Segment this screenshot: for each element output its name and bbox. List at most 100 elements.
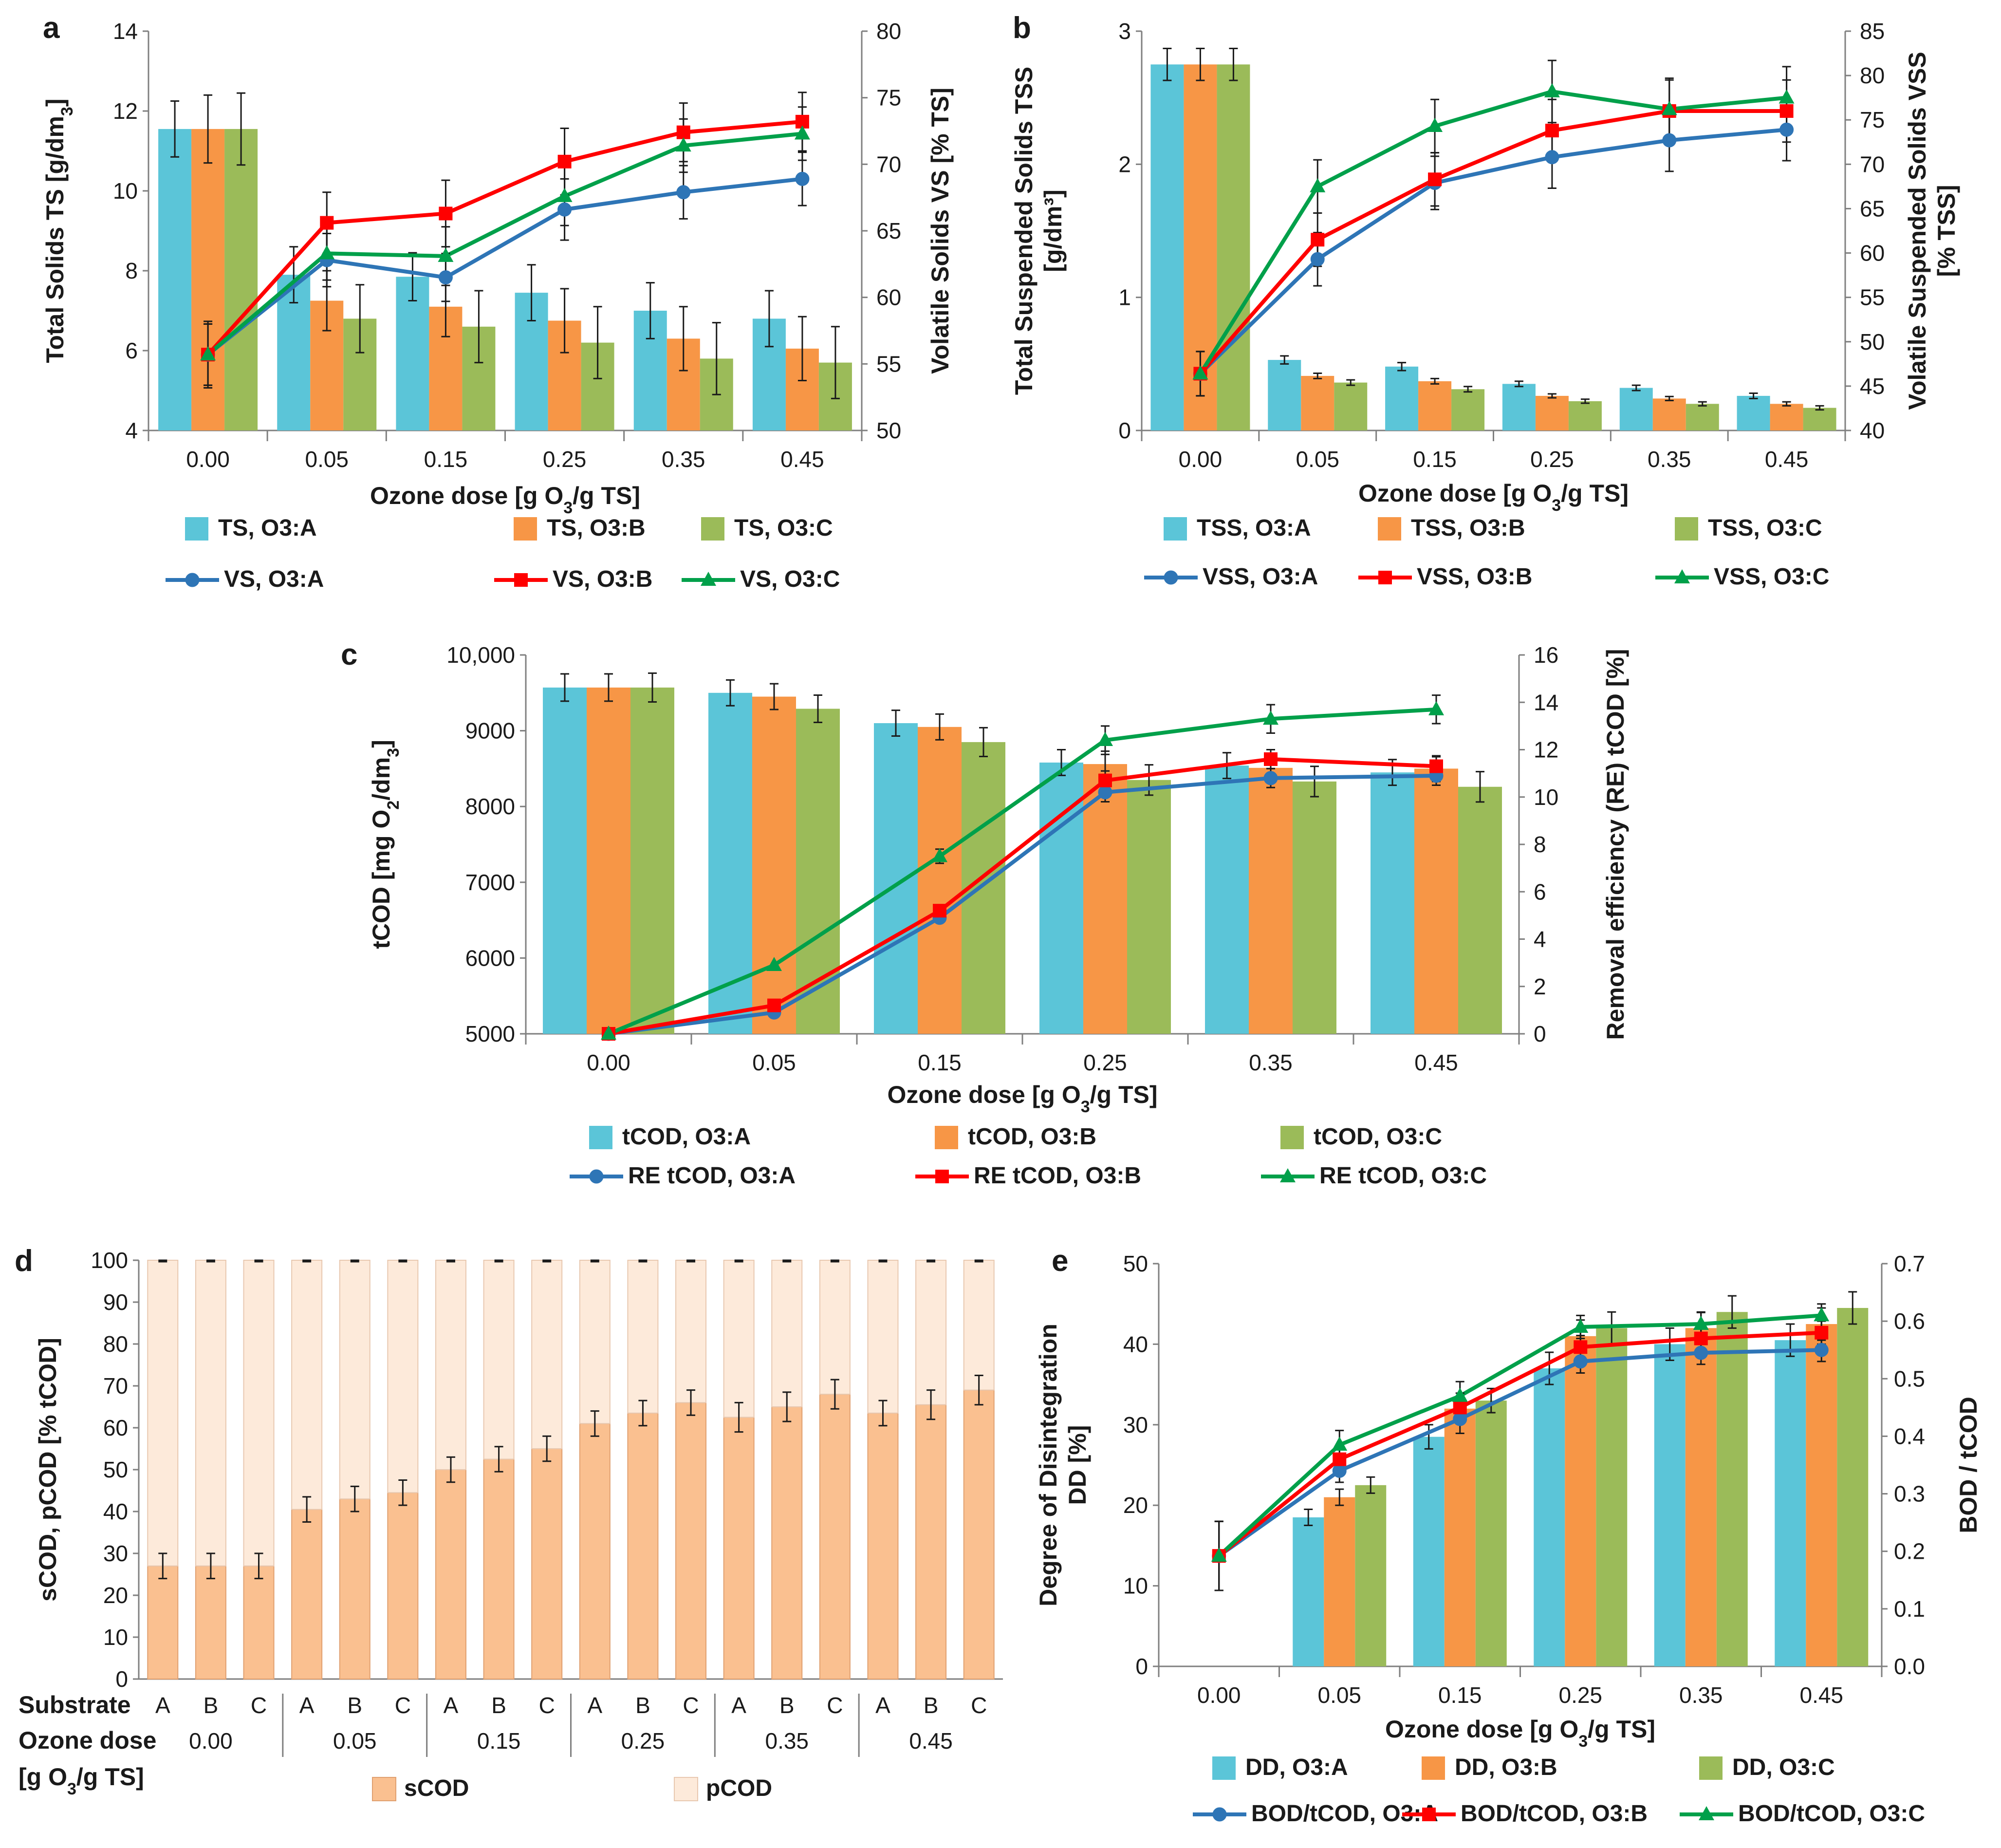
bar: [1413, 1437, 1445, 1666]
y2-tick-label: 0: [1534, 1021, 1546, 1046]
y-tick-label: 50: [103, 1457, 128, 1482]
x-tick-label: 0.00: [186, 447, 230, 472]
y-tick-label: 30: [103, 1541, 128, 1566]
series-line: [608, 757, 1437, 1036]
y-tick-label: 6000: [465, 945, 515, 971]
x-tick-label: 0.00: [1179, 447, 1223, 472]
series-point: [1545, 124, 1559, 138]
y-axis-title: tCOD [mg O2/dm3]: [368, 740, 403, 949]
stacked-bar-scod: [963, 1389, 995, 1680]
series-line: [608, 773, 1437, 1036]
stacked-bar-scod: [195, 1565, 226, 1680]
stacked-bar-pcod: [675, 1260, 707, 1403]
bar: [1806, 1324, 1837, 1666]
y2-axis-title: Removal efficiency (RE) tCOD [%]: [1602, 649, 1629, 1040]
x-axis-title-part: Ozone dose [g O: [1385, 1716, 1578, 1743]
stacked-bar-scod: [147, 1565, 179, 1680]
y-tick-label: 5000: [465, 1021, 515, 1046]
y-tick-label: 40: [103, 1499, 128, 1524]
x-axis-title-part: /g TS]: [573, 482, 640, 509]
stacked-bar-pcod: [579, 1260, 611, 1424]
series-point: [1452, 1387, 1468, 1402]
substrate-label: C: [683, 1693, 699, 1718]
y-tick-label: 1: [1118, 285, 1131, 310]
stacked-bar-scod: [483, 1458, 515, 1680]
y-axis-title: Degree of Disintegration: [1035, 1324, 1062, 1606]
legend-marker: [185, 573, 200, 587]
bar: [1685, 1328, 1717, 1666]
x-axis-title-part: Ozone dose [g O: [370, 482, 563, 509]
substrate-label: B: [204, 1693, 219, 1718]
panel-c: c 5000 6000 7000 8000 9000 10,000 0 2 4 6 8 10 12 14 16…: [341, 638, 1629, 1189]
x-tick-label: 0.15: [424, 447, 468, 472]
bar: [796, 709, 840, 1034]
row-label-unit: [g O3/g TS]: [19, 1763, 144, 1798]
bar: [1502, 384, 1536, 430]
x-axis-title-part: 3: [1578, 1732, 1588, 1751]
substrate-label: A: [444, 1693, 459, 1718]
bar: [918, 727, 962, 1034]
substrate-label: A: [587, 1693, 602, 1718]
series-point: [794, 125, 810, 140]
bar: [1355, 1485, 1387, 1666]
bar: [1596, 1328, 1628, 1666]
y-tick-label: 50: [1123, 1251, 1148, 1276]
bar: [1324, 1497, 1355, 1666]
bar: [1127, 780, 1171, 1034]
series-point: [933, 904, 946, 918]
y2-tick-label: 55: [876, 351, 901, 376]
legend-marker: [514, 573, 528, 587]
x-axis-title-part: /g TS]: [1588, 1716, 1655, 1743]
y2-tick-label: 8: [1534, 832, 1546, 857]
series-line: [206, 177, 803, 356]
stacked-bar-scod: [723, 1417, 755, 1680]
substrate-label: C: [971, 1693, 987, 1718]
y-axis-title-part: tCOD [mg O: [368, 810, 395, 949]
series-point: [1779, 122, 1794, 137]
series-point: [1097, 732, 1113, 747]
y-tick-label: 0: [1135, 1654, 1148, 1679]
legend-marker: [935, 1170, 949, 1183]
legend-label: BOD/tCOD, O3:C: [1738, 1801, 1925, 1827]
y2-tick-label: 70: [1860, 151, 1885, 177]
substrate-label: A: [875, 1693, 890, 1718]
bar: [1039, 762, 1083, 1034]
stacked-bar-scod: [867, 1412, 899, 1680]
legend-label: TSS, O3:C: [1708, 515, 1822, 541]
series-point: [932, 848, 947, 862]
row-label-dose: Ozone dose: [19, 1727, 156, 1754]
y2-tick-label: 65: [1860, 196, 1885, 221]
x-tick-label: 0.25: [1558, 1682, 1602, 1708]
stacked-bar-scod: [819, 1394, 851, 1680]
x-tick-label: 0.15: [1413, 447, 1457, 472]
y2-tick-label: 70: [876, 151, 901, 177]
substrate-label: C: [395, 1693, 411, 1718]
substrate-label: B: [635, 1693, 650, 1718]
legend-swatch: [514, 517, 537, 541]
y-tick-label: 9000: [465, 718, 515, 744]
bar: [1775, 1340, 1806, 1666]
legend-label: DD, O3:B: [1455, 1755, 1557, 1780]
stacked-bar-pcod: [147, 1260, 179, 1567]
series-point: [557, 202, 572, 217]
y2-axis-title: Volatile Suspended Solids VSS: [1904, 52, 1931, 410]
series-point: [1694, 1331, 1708, 1345]
stacked-bar-pcod: [867, 1260, 899, 1414]
panel-label: c: [341, 638, 357, 672]
y2-tick-label: 4: [1534, 927, 1546, 952]
panel-label: a: [43, 11, 60, 45]
legend-swatch: [935, 1126, 958, 1149]
y-tick-label: 10,000: [446, 642, 515, 668]
y-tick-label: 60: [103, 1415, 128, 1440]
panel-label: d: [15, 1244, 33, 1278]
series-line: [1199, 128, 1787, 375]
y-axis-title: sCOD, pCOD [% tCOD]: [34, 1338, 61, 1602]
y2-tick-label: 75: [876, 85, 901, 111]
series-point: [1779, 104, 1794, 118]
panel-d: d 0 10 20 30 40 50 60 70 80 90 100 sCOD, pCOD [% tCO…: [15, 1244, 1003, 1801]
series-line: [1218, 1330, 1822, 1558]
series-point: [1544, 83, 1560, 97]
series-point: [1574, 1340, 1588, 1354]
legend-marker: [1422, 1808, 1436, 1821]
